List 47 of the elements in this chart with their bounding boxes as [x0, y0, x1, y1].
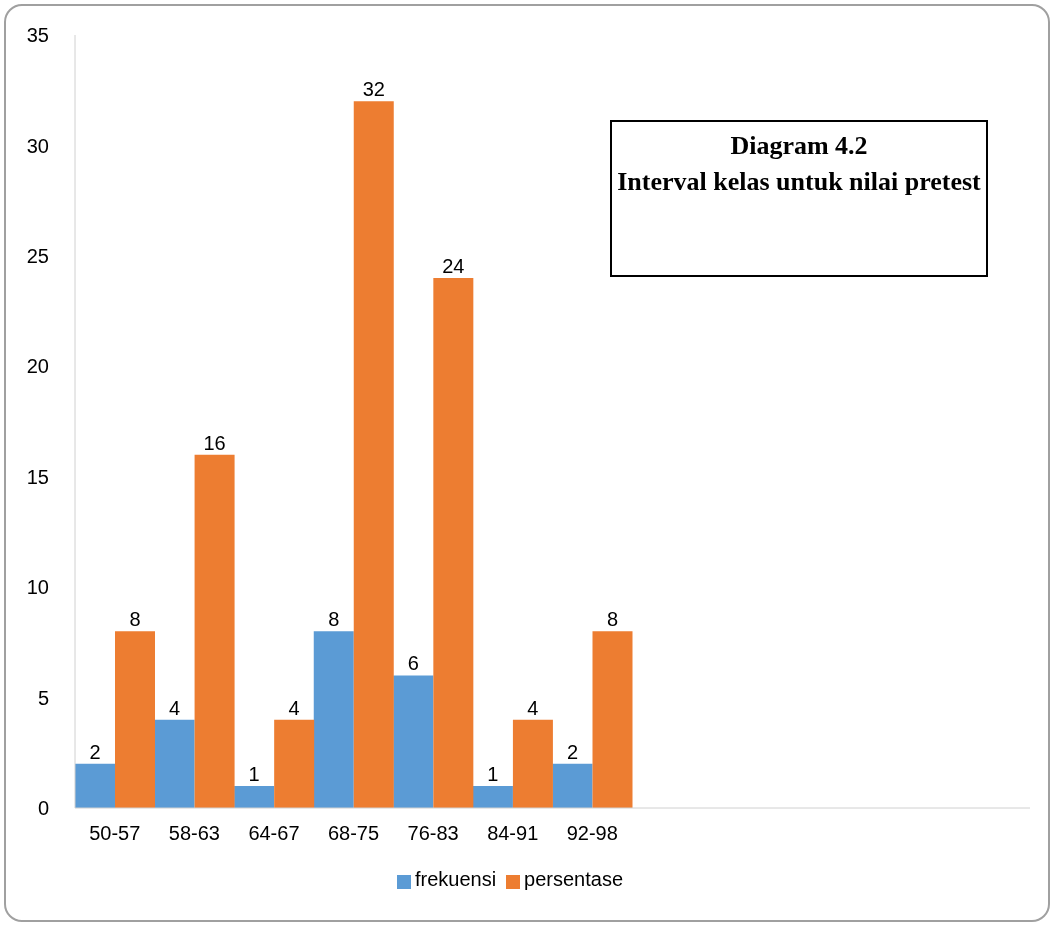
- x-tick-label: 58-63: [168, 822, 220, 845]
- bar: [472, 785, 513, 808]
- x-tick-label: 76-83: [407, 822, 459, 845]
- y-tick-label: 35: [26, 24, 49, 47]
- bar: [194, 454, 235, 808]
- x-tick-label: 84-91: [487, 822, 539, 845]
- data-label: 16: [203, 431, 226, 454]
- y-tick-label: 10: [26, 576, 49, 599]
- y-tick-label: 20: [26, 355, 49, 378]
- bar: [512, 719, 553, 808]
- bar: [115, 631, 155, 808]
- data-label: 1: [248, 762, 260, 785]
- data-label: 32: [362, 78, 385, 101]
- data-label: 2: [566, 740, 579, 763]
- bar: [154, 719, 195, 808]
- legend-label: persentase: [524, 868, 624, 890]
- bar: [75, 763, 115, 808]
- data-label: 1: [487, 762, 499, 785]
- data-label: 8: [129, 608, 141, 631]
- data-label: 4: [169, 696, 181, 719]
- y-tick-label: 15: [26, 465, 49, 488]
- data-label: 8: [328, 608, 340, 631]
- x-tick-label: 64-67: [248, 822, 300, 845]
- bar: [393, 675, 434, 808]
- data-label: 4: [288, 696, 300, 719]
- data-label: 24: [442, 254, 465, 277]
- text: Diagram 4.2: [729, 130, 869, 162]
- bar: [552, 763, 593, 808]
- bar: [592, 631, 633, 808]
- x-tick-label: 50-57: [89, 822, 141, 845]
- y-tick-label: 25: [26, 244, 49, 267]
- data-label: 4: [527, 696, 539, 719]
- bar: [433, 277, 474, 808]
- bar: [313, 631, 354, 808]
- data-label: 8: [606, 608, 619, 631]
- bar: [274, 719, 315, 808]
- data-label: 2: [89, 740, 101, 763]
- legend-label: frekuensi: [414, 868, 497, 890]
- text: Interval kelas untuk nilai pretest: [616, 166, 982, 198]
- bar: [353, 101, 394, 808]
- y-tick-label: 0: [37, 797, 49, 820]
- y-tick-label: 5: [37, 686, 49, 709]
- bar: [234, 785, 275, 808]
- x-tick-label: 92-98: [566, 822, 618, 845]
- x-tick-label: 68-75: [327, 822, 380, 845]
- y-tick-label: 30: [26, 134, 49, 157]
- data-label: 6: [407, 652, 419, 675]
